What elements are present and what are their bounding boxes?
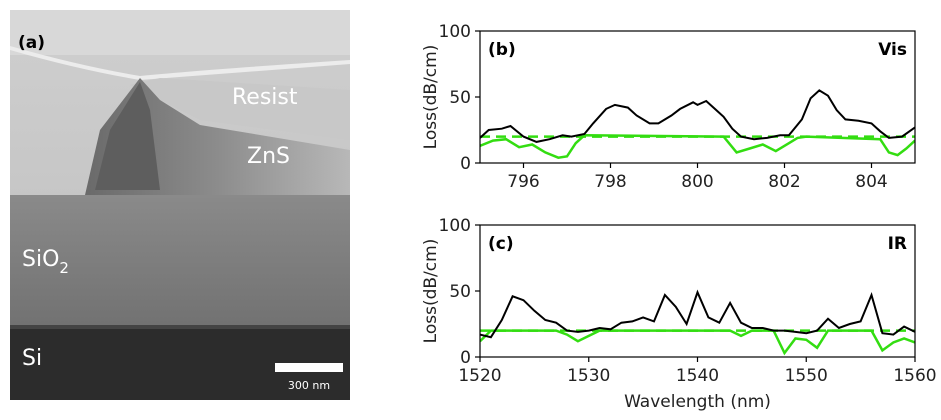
plot-b: 0 50 100 796 798 800 802 804 Loss(dB/cm) (b) Vis	[421, 22, 916, 192]
x-tick-label: 1540	[676, 366, 719, 386]
scale-bar	[275, 363, 343, 372]
x-tick-label: 1550	[785, 366, 828, 386]
y-tick-label: 100	[439, 216, 471, 236]
scale-bar-label: 300 nm	[288, 379, 330, 392]
plot-c-panel-letter: (c)	[488, 234, 514, 254]
plot-b-reference-curve	[480, 134, 915, 159]
zns-label: ZnS	[247, 144, 290, 169]
y-tick-label: 0	[460, 348, 471, 368]
plot-b-frame	[479, 30, 916, 164]
plot-b-y-axis-label: Loss(dB/cm)	[421, 45, 441, 150]
panel-a-letter: (a)	[18, 33, 45, 53]
sio2-label: SiO2	[22, 247, 69, 277]
si-label: Si	[22, 346, 42, 371]
x-tick-label: 800	[681, 172, 713, 192]
plot-c-x-axis-label: Wavelength (nm)	[624, 392, 771, 412]
y-tick-label: 50	[449, 88, 471, 108]
x-tick-label: 1520	[458, 366, 501, 386]
y-tick-label: 100	[439, 22, 471, 42]
x-tick-label: 802	[768, 172, 800, 192]
plot-c: 0 50 100 1520 1530 1540 1550 1560 Loss(dB/cm) Wav…	[421, 216, 937, 412]
x-tick-label: 798	[594, 172, 626, 192]
plot-c-tag: IR	[888, 234, 907, 254]
x-tick-label: 804	[855, 172, 887, 192]
sio2-base: SiO	[22, 247, 59, 272]
plot-b-tag: Vis	[878, 40, 907, 60]
plot-c-reference-curve	[480, 329, 915, 356]
plot-b-panel-letter: (b)	[488, 40, 516, 60]
sem-image	[10, 10, 350, 400]
x-tick-label: 1560	[893, 366, 936, 386]
plot-b-measured-line	[480, 89, 915, 143]
y-tick-label: 0	[460, 154, 471, 174]
plot-c-measured-line	[480, 289, 915, 339]
x-tick-label: 1530	[567, 366, 610, 386]
plot-c-y-axis-label: Loss(dB/cm)	[421, 239, 441, 344]
y-tick-label: 50	[449, 282, 471, 302]
x-tick-label: 796	[507, 172, 539, 192]
resist-label: Resist	[232, 85, 298, 110]
sio2-subscript: 2	[59, 259, 69, 277]
